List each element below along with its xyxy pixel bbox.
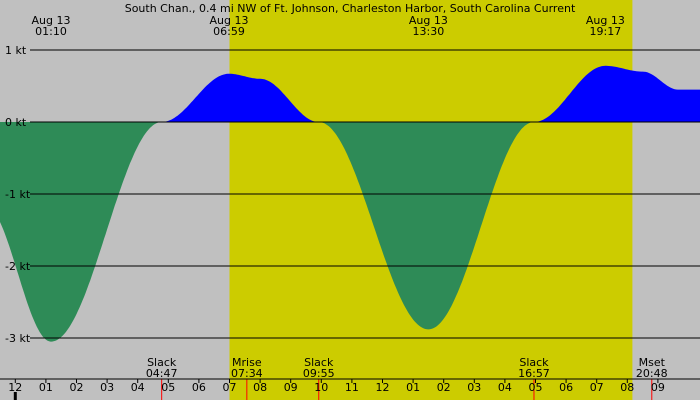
hour-tick-label: 05: [529, 381, 543, 394]
y-axis-labels: 1 kt 0 kt -1 kt -2 kt -3 kt: [5, 44, 31, 345]
hour-tick-label: 11: [345, 381, 359, 394]
x-axis: 1112010203040506070809101112010203040506…: [0, 378, 700, 400]
extremum-time-label: 19:17: [590, 25, 622, 38]
hour-tick-label: 12: [8, 381, 22, 394]
event-time-label: 16:57: [518, 367, 550, 380]
event-labels: Slack04:47Mrise07:34Slack09:55Slack16:57…: [146, 356, 668, 400]
hour-tick-label: 06: [559, 381, 573, 394]
hour-tick-label: 03: [100, 381, 114, 394]
event-time-label: 09:55: [303, 367, 335, 380]
hour-tick-label: 12: [376, 381, 390, 394]
hour-tick-label: 09: [651, 381, 665, 394]
ebb-current-area: [0, 122, 700, 342]
extremum-date-label: Aug 13: [409, 14, 448, 27]
hour-tick-label: 07: [223, 381, 237, 394]
hour-tick-label: 10: [314, 381, 328, 394]
hour-tick-label: 02: [437, 381, 451, 394]
hour-tick-label: 04: [498, 381, 512, 394]
gridlines: [30, 49, 700, 339]
y-tick-label: -1 kt: [5, 188, 31, 201]
extremum-time-label: 01:10: [35, 25, 67, 38]
event-name-label: Slack: [304, 356, 334, 369]
hour-tick-label: 03: [467, 381, 481, 394]
flood-current-area: [0, 65, 700, 122]
hour-tick-label: 08: [620, 381, 634, 394]
event-time-label: 07:34: [231, 367, 263, 380]
event-name-label: Mrise: [232, 356, 262, 369]
event-time-label: 04:47: [146, 367, 178, 380]
extremum-time-label: 13:30: [413, 25, 445, 38]
event-name-label: Slack: [519, 356, 549, 369]
y-tick-label: 1 kt: [5, 44, 27, 57]
chart-title: South Chan., 0.4 mi NW of Ft. Johnson, C…: [125, 2, 576, 15]
event-time-label: 20:48: [636, 367, 668, 380]
hour-tick-label: 01: [39, 381, 53, 394]
event-name-label: Mset: [639, 356, 666, 369]
y-tick-label: 0 kt: [5, 116, 27, 129]
extremum-date-label: Aug 13: [209, 14, 248, 27]
extremum-time-label: 06:59: [213, 25, 245, 38]
hour-tick-label: 09: [284, 381, 298, 394]
hour-tick-label: 07: [590, 381, 604, 394]
hour-tick-label: 05: [161, 381, 175, 394]
hour-tick-label: 06: [192, 381, 206, 394]
extremum-date-label: Aug 13: [32, 14, 71, 27]
y-tick-label: -3 kt: [5, 332, 31, 345]
hour-tick-label: 04: [131, 381, 145, 394]
extremum-date-label: Aug 13: [586, 14, 625, 27]
hour-tick-label: 01: [406, 381, 420, 394]
hour-tick-label: 02: [70, 381, 84, 394]
event-name-label: Slack: [147, 356, 177, 369]
hour-tick-label: 08: [253, 381, 267, 394]
y-tick-label: -2 kt: [5, 260, 31, 273]
